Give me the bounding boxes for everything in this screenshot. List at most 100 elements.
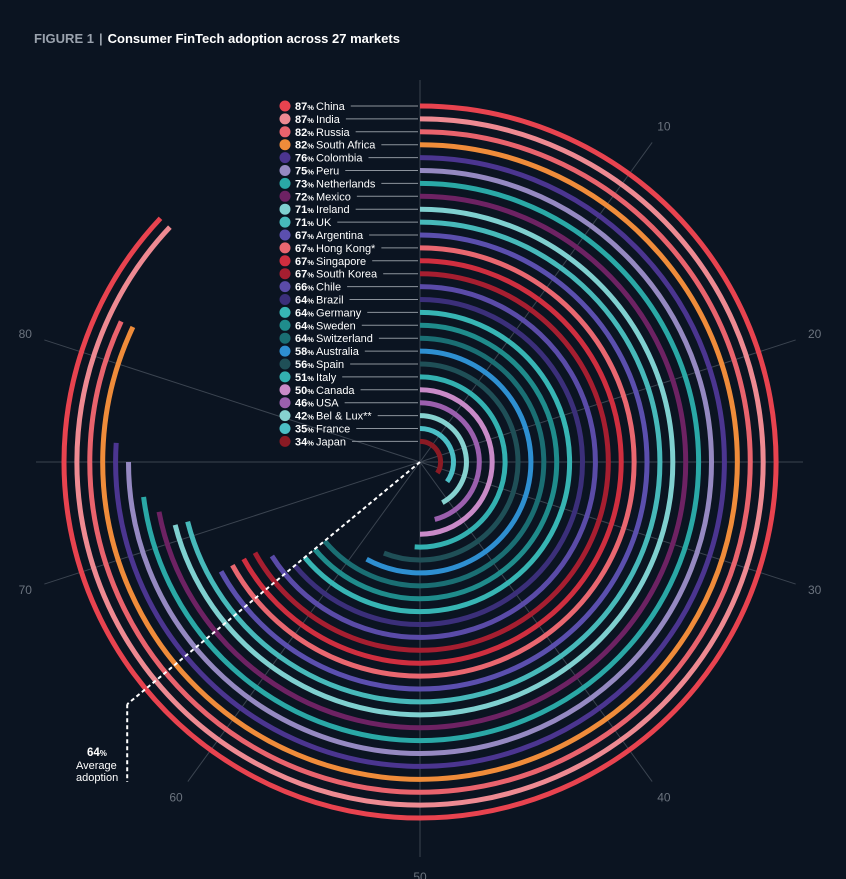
legend-dot bbox=[279, 216, 291, 228]
arc-bar bbox=[365, 348, 534, 576]
legend-dot bbox=[279, 306, 291, 318]
legend-label: 73% Netherlands bbox=[295, 178, 376, 190]
radial-grid: 10 20 30 40 50 60 70 80 bbox=[19, 80, 822, 879]
legend-label: 35% France bbox=[295, 424, 350, 436]
legend-dot bbox=[279, 165, 291, 176]
legend-label: 46% USA bbox=[295, 398, 339, 410]
legend-label: 42% Bel & Lux** bbox=[295, 411, 372, 423]
arc-bar bbox=[414, 374, 508, 550]
arc-bar bbox=[156, 193, 689, 731]
legend-dot bbox=[279, 384, 291, 396]
legend-dot bbox=[279, 242, 291, 254]
legend-label: 87% China bbox=[295, 101, 346, 113]
legend-label: 67% Hong Kong* bbox=[295, 243, 376, 255]
legend-label: 71% Ireland bbox=[295, 204, 350, 216]
legend-label: 76% Colombia bbox=[295, 153, 363, 165]
legend-dot bbox=[279, 203, 291, 215]
arc-bar bbox=[383, 361, 521, 563]
legend-label: 34% Japan bbox=[295, 436, 346, 448]
arc-bar bbox=[269, 284, 598, 640]
legend-label: 67% Argentina bbox=[295, 230, 364, 242]
arc-bar bbox=[218, 232, 650, 692]
arc-bar bbox=[419, 387, 495, 537]
legend-dot bbox=[279, 332, 291, 344]
average-annotation: 64% Average adoption bbox=[76, 461, 421, 784]
legend-label: 71% UK bbox=[295, 217, 332, 229]
axis-tick-label: 10 bbox=[657, 119, 671, 133]
legend-dot bbox=[279, 281, 291, 293]
legend-label: 64% Germany bbox=[295, 307, 362, 319]
legend-label: 51% Italy bbox=[295, 372, 337, 384]
arc-bar bbox=[241, 258, 624, 666]
arc-bar bbox=[172, 206, 676, 718]
arc-bar bbox=[419, 438, 444, 475]
legend-dot bbox=[279, 152, 291, 164]
figure-number: FIGURE 1 bbox=[34, 31, 94, 46]
arc-bar bbox=[185, 219, 663, 705]
average-label-line1: Average bbox=[76, 760, 117, 772]
legend-label: 72% Mexico bbox=[295, 191, 351, 203]
axis-tick-label: 70 bbox=[19, 583, 33, 597]
arc-bar bbox=[312, 322, 560, 602]
arc-bar bbox=[126, 168, 714, 756]
legend-dot bbox=[279, 358, 291, 370]
average-value: 64% bbox=[87, 747, 107, 759]
average-label-line2: adoption bbox=[76, 772, 118, 784]
arc-bar bbox=[113, 155, 727, 769]
legend-dot bbox=[279, 268, 291, 280]
arc-bar bbox=[292, 297, 585, 627]
arc-bar bbox=[87, 129, 753, 795]
arc-bar bbox=[322, 335, 547, 589]
legend-label: 64% Switzerland bbox=[295, 333, 373, 345]
axis-tick-label: 20 bbox=[808, 327, 822, 341]
legend-dot bbox=[279, 397, 291, 409]
figure-title-text: Consumer FinTech adoption across 27 mark… bbox=[107, 31, 400, 46]
axis-tick-label: 50 bbox=[413, 870, 427, 879]
legend-dot bbox=[279, 177, 291, 189]
arc-bar bbox=[74, 116, 766, 808]
arc-bar bbox=[419, 400, 482, 522]
legend-dot bbox=[279, 190, 291, 202]
figure-title: FIGURE 1 | Consumer FinTech adoption acros… bbox=[34, 31, 400, 46]
legend-label: 50% Canada bbox=[295, 385, 355, 397]
legend-label: 64% Brazil bbox=[295, 295, 344, 307]
legend-label: 64% Sweden bbox=[295, 320, 356, 332]
axis-tick-label: 30 bbox=[808, 583, 822, 597]
legend-dot bbox=[279, 423, 291, 434]
arc-bar bbox=[230, 245, 637, 679]
legend-label: 58% Australia bbox=[295, 346, 360, 358]
legend-dot bbox=[279, 294, 291, 305]
arc-bar bbox=[252, 271, 611, 653]
legend-dot bbox=[279, 255, 291, 267]
legend-dot bbox=[279, 139, 291, 151]
legend-label: 67% South Korea bbox=[295, 269, 378, 281]
axis-tick-label: 80 bbox=[19, 327, 33, 341]
figure-separator: | bbox=[98, 31, 103, 46]
legend-dot bbox=[279, 345, 291, 357]
legend-dot bbox=[279, 410, 291, 422]
legend-label: 67% Singapore bbox=[295, 256, 366, 268]
legend-dot bbox=[279, 319, 291, 331]
legend-label: 56% Spain bbox=[295, 359, 344, 371]
arc-bar bbox=[141, 180, 702, 744]
arc-bar bbox=[419, 413, 469, 505]
legend-dot bbox=[279, 371, 291, 383]
legend-dot bbox=[279, 229, 291, 241]
legend-dot bbox=[279, 113, 291, 125]
axis-tick-label: 60 bbox=[169, 791, 183, 805]
arc-bar bbox=[419, 426, 456, 484]
average-line bbox=[126, 461, 421, 705]
arc-bar bbox=[302, 309, 573, 615]
legend-label: 87% India bbox=[295, 114, 341, 126]
adoption-arcs bbox=[61, 103, 779, 821]
legend-label: 82% South Africa bbox=[295, 140, 376, 152]
arc-bar bbox=[100, 142, 740, 782]
grid-spoke bbox=[44, 339, 421, 463]
legend-label: 66% Chile bbox=[295, 282, 341, 294]
legend-dot bbox=[279, 126, 291, 138]
axis-tick-label: 40 bbox=[657, 791, 671, 805]
legend-label: 82% Russia bbox=[295, 127, 351, 139]
arc-bar bbox=[61, 103, 779, 821]
